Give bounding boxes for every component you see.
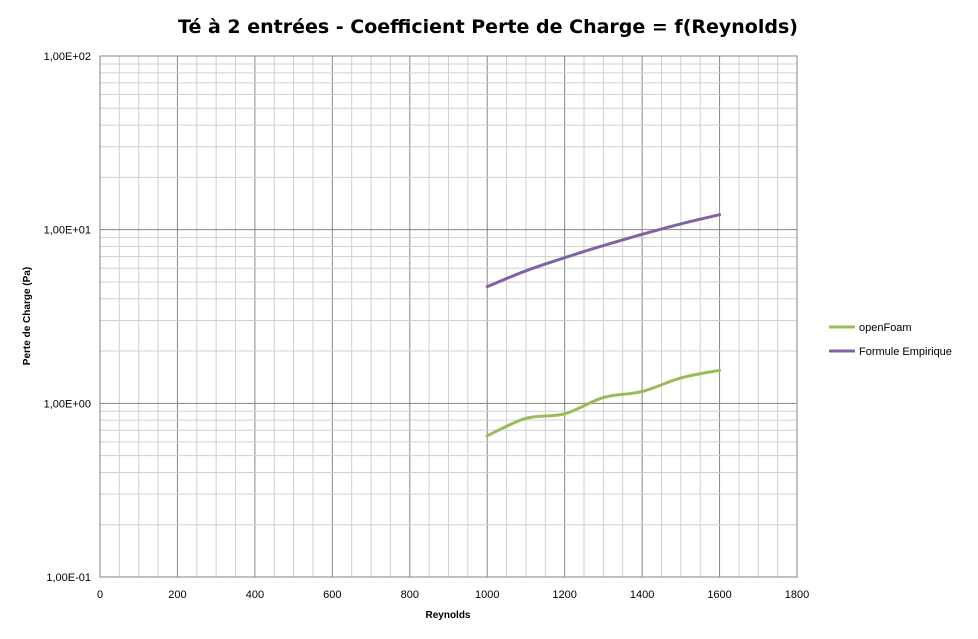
x-tick-label: 1800 (785, 589, 809, 601)
x-tick-label: 1400 (630, 589, 654, 601)
chart-title: Té à 2 entrées - Coefficient Perte de Ch… (178, 16, 798, 38)
x-tick-labels: 0 200 400 600 800 1000 1200 1400 1600 1800 (97, 589, 809, 601)
y-tick-label: 1,00E-01 (46, 572, 91, 584)
y-tick-label: 1,00E+02 (44, 51, 91, 63)
y-tick-labels: 1,00E-01 1,00E+00 1,00E+01 1,00E+02 (44, 51, 91, 584)
grid (100, 56, 797, 577)
x-tick-label: 600 (323, 589, 341, 601)
series-group (485, 213, 722, 438)
x-tick-label: 800 (401, 589, 419, 601)
legend-label-openfoam: openFoam (859, 322, 912, 334)
x-tick-label: 1200 (552, 589, 576, 601)
y-axis-title: Perte de Charge (Pa) (22, 267, 33, 365)
legend-label-formule-empirique: Formule Empirique (859, 346, 952, 358)
y-tick-label: 1,00E+01 (44, 225, 91, 237)
x-tick-label: 0 (97, 589, 103, 601)
x-tick-label: 1600 (707, 589, 731, 601)
series-line-formule-empirique (485, 213, 722, 289)
x-tick-label: 1000 (475, 589, 499, 601)
legend: openFoam Formule Empirique (829, 322, 952, 358)
series-line-openfoam (485, 368, 722, 438)
x-tick-label: 400 (246, 589, 264, 601)
x-tick-label: 200 (168, 589, 186, 601)
x-axis-title: Reynolds (425, 610, 470, 621)
y-tick-label: 1,00E+00 (44, 398, 91, 410)
plot-area (99, 55, 798, 578)
